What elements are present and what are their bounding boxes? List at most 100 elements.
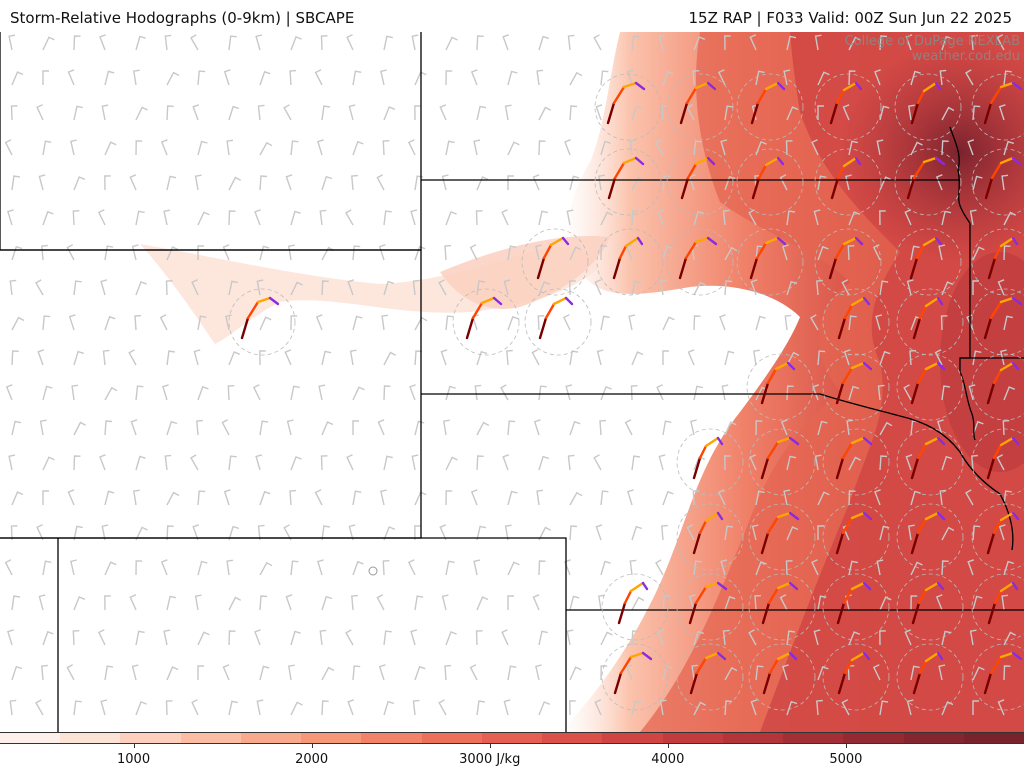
- wind-barb-icon: [874, 69, 881, 86]
- wind-barb-icon: [504, 104, 512, 121]
- hodograph-ring: [666, 228, 734, 296]
- hodograph-segment: [776, 436, 792, 444]
- hodograph-segment: [760, 531, 770, 555]
- hodograph-segment: [1011, 81, 1023, 91]
- hodograph-segment: [854, 236, 864, 246]
- hodograph-segment: [552, 296, 568, 306]
- wind-barb-icon: [655, 559, 664, 576]
- wind-barb-icon: [785, 140, 793, 156]
- wind-barb-icon: [380, 69, 387, 86]
- wind-barb-icon: [879, 596, 892, 611]
- wind-barb-icon: [42, 385, 53, 401]
- wind-barb-icon: [631, 455, 641, 471]
- credit-watermark: College of DuPage NEXLAB weather.cod.edu: [845, 34, 1020, 64]
- hodograph-ring: [896, 288, 964, 356]
- hodograph-ring: [521, 228, 589, 296]
- wind-barb-icon: [719, 314, 726, 331]
- hodograph-ring: [971, 148, 1024, 216]
- wind-barb-icon: [842, 104, 850, 121]
- wind-barb-icon: [724, 35, 731, 51]
- wind-barb-icon: [135, 526, 148, 541]
- wind-barb-icon: [786, 700, 798, 716]
- wind-barb-icon: [226, 139, 234, 156]
- wind-barb-icon: [848, 385, 860, 401]
- wind-barb-icon: [569, 700, 576, 716]
- hodograph-segment: [987, 601, 997, 625]
- wind-barb-icon: [104, 561, 117, 576]
- wind-barb-icon: [283, 524, 292, 541]
- wind-barb-icon: [841, 699, 850, 716]
- hodograph-segment: [766, 367, 778, 385]
- colorbar-tick-label: 1000: [117, 752, 151, 767]
- hodograph-segment: [612, 85, 626, 105]
- wind-barb-icon: [476, 421, 490, 436]
- hodograph-segment: [850, 581, 866, 591]
- wind-barb-icon: [441, 594, 449, 611]
- hodograph-segment: [837, 671, 847, 695]
- colorbar-segment: [361, 733, 422, 743]
- hodograph-segment: [915, 243, 926, 260]
- wind-barb-icon: [998, 524, 1006, 541]
- wind-barb-icon: [383, 210, 392, 226]
- wind-barb-icon: [904, 629, 912, 646]
- wind-barb-icon: [73, 280, 82, 296]
- colorbar-segment: [963, 733, 1024, 743]
- colorbar-tick-mark: [489, 744, 491, 748]
- wind-barb-icon: [631, 35, 641, 51]
- map-panel[interactable]: [0, 32, 1024, 732]
- wind-barb-icon: [879, 210, 886, 226]
- wind-barb-icon: [569, 350, 579, 366]
- hodograph-ring: [594, 148, 662, 216]
- hodograph-segment: [850, 361, 866, 370]
- wind-barb-icon: [4, 139, 13, 156]
- wind-barb-icon: [228, 105, 240, 121]
- wind-barb-icon: [692, 70, 700, 86]
- hodograph-segment: [678, 256, 688, 280]
- wind-barb-icon: [11, 245, 23, 261]
- wind-barb-icon: [383, 455, 393, 471]
- wind-barb-icon: [259, 595, 268, 611]
- wind-barb-icon: [414, 595, 424, 611]
- wind-barb-icon: [227, 385, 235, 401]
- wind-barb-icon: [600, 490, 609, 506]
- wind-barb-icon: [290, 315, 298, 331]
- wind-barb-icon: [445, 315, 454, 331]
- wind-barb-icon: [73, 455, 81, 471]
- wind-barb-icon: [438, 279, 447, 296]
- wind-barb-icon: [816, 699, 823, 716]
- wind-barb-icon: [597, 174, 605, 191]
- wind-barb-icon: [377, 419, 385, 436]
- hodograph-segment: [934, 81, 942, 91]
- wind-barb-icon: [941, 560, 949, 576]
- wind-barb-icon: [352, 140, 364, 156]
- hodograph-segment: [698, 519, 708, 535]
- wind-barb-icon: [600, 665, 608, 681]
- colorbar-segment: [542, 733, 603, 743]
- wind-barb-icon: [687, 349, 695, 366]
- wind-barb-icon: [67, 69, 75, 86]
- wind-barb-icon: [476, 525, 487, 541]
- hodograph-segment: [924, 436, 940, 446]
- hodograph-segment: [862, 361, 873, 371]
- wind-barb-icon: [600, 140, 611, 156]
- hodograph-segment: [679, 101, 689, 125]
- wind-barb-icon: [287, 664, 295, 681]
- colorbar-segment: [0, 733, 61, 743]
- hodograph-segment: [756, 87, 768, 105]
- wind-barb-icon: [284, 349, 292, 366]
- wind-barb-icon: [537, 315, 545, 331]
- hodograph-segment: [983, 316, 993, 340]
- wind-barb-icon: [600, 385, 612, 401]
- wind-barb-icon: [600, 631, 613, 646]
- wind-barb-icon: [879, 421, 893, 436]
- wind-barb-icon: [848, 456, 862, 471]
- wind-barb-icon: [811, 559, 819, 576]
- wind-barb-icon: [817, 175, 827, 191]
- hodograph-segment: [716, 651, 727, 661]
- wind-barb-icon: [412, 699, 420, 716]
- wind-barb-icon: [104, 70, 115, 86]
- wind-barb-icon: [475, 210, 483, 226]
- hodograph-ring: [524, 288, 592, 356]
- wind-barb-icon: [445, 70, 453, 86]
- wind-barb-icon: [538, 385, 547, 401]
